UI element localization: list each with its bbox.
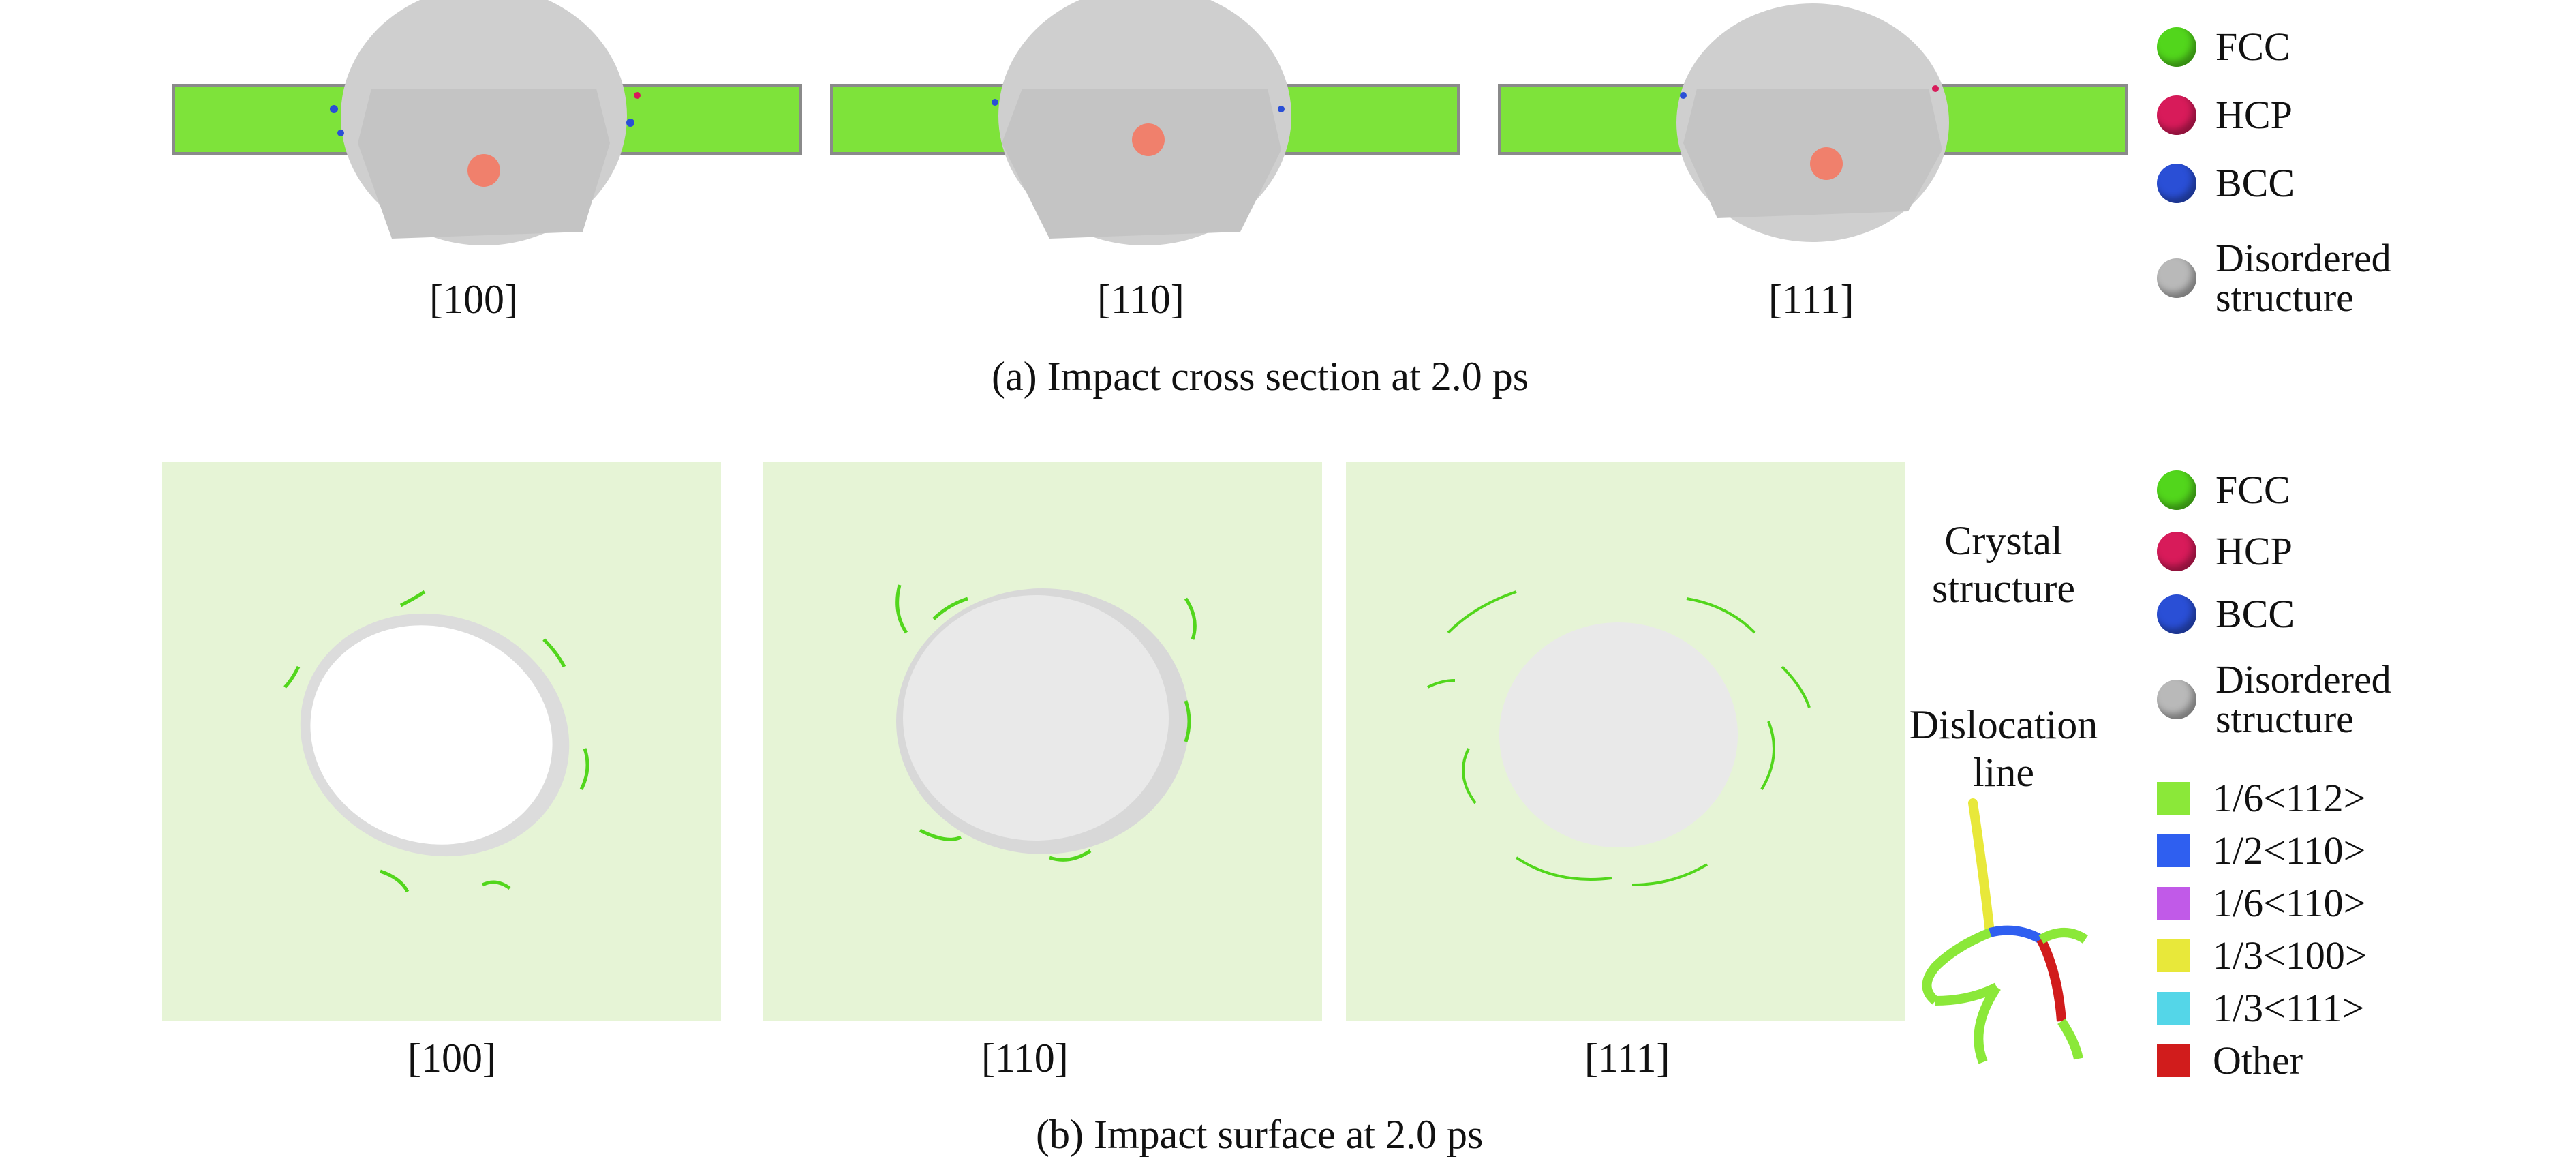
dislocation-line-label: Dislocation line [1909,702,2098,795]
caption-a: (a) Impact cross section at 2.0 ps [992,354,1529,399]
crystal-structure-label: Crystal structure [1932,518,2075,611]
legend-item-fcc: FCC [2157,470,2290,510]
legend-item-disloc-5: Other [2157,1041,2303,1081]
legend-item-disloc-0: 1/6<112> [2157,779,2365,818]
color-swatch-icon [2157,782,2190,815]
fcc-sphere-icon [2157,470,2196,510]
disordered-sphere-icon [2157,258,2196,298]
orientation-label-b-111: [111] [1584,1036,1670,1081]
cross-section-110 [830,0,1460,245]
disordered-sphere-icon [2157,680,2196,719]
orientation-label-b-100: [100] [408,1036,496,1081]
hcp-sphere-icon [2157,95,2196,135]
impact-surface-111 [1346,462,1905,1021]
impact-surface-110 [763,462,1322,1021]
orientation-label-b-110: [110] [981,1036,1069,1081]
legend-item-disordered: Disordered structure [2157,239,2447,318]
cross-section-111 [1498,3,2128,242]
orientation-label-a-100: [100] [429,277,518,322]
legend-item-disloc-3: 1/3<100> [2157,936,2367,976]
legend-item-fcc: FCC [2157,27,2290,67]
legend-item-disordered: Disordered structure [2157,660,2447,739]
impact-surface-100 [162,462,721,1021]
color-swatch-icon [2157,834,2190,867]
cross-section-100 [172,0,802,245]
bcc-sphere-icon [2157,164,2196,203]
legend-item-disloc-2: 1/6<110> [2157,884,2365,923]
orientation-label-a-111: [111] [1768,277,1854,322]
color-swatch-icon [2157,939,2190,972]
orientation-label-a-110: [110] [1097,277,1184,322]
color-swatch-icon [2157,887,2190,920]
legend-item-disloc-1: 1/2<110> [2157,831,2365,871]
legend-item-hcp: HCP [2157,95,2293,135]
legend-item-hcp: HCP [2157,532,2293,571]
legend-item-disloc-4: 1/3<111> [2157,989,2364,1028]
bcc-sphere-icon [2157,594,2196,634]
hcp-sphere-icon [2157,532,2196,571]
legend-item-bcc: BCC [2157,164,2295,203]
dislocation-line-illustration [1922,798,2088,1064]
caption-b: (b) Impact surface at 2.0 ps [1036,1112,1484,1157]
color-swatch-icon [2157,992,2190,1025]
color-swatch-icon [2157,1044,2190,1077]
legend-item-bcc: BCC [2157,594,2295,634]
fcc-sphere-icon [2157,27,2196,67]
